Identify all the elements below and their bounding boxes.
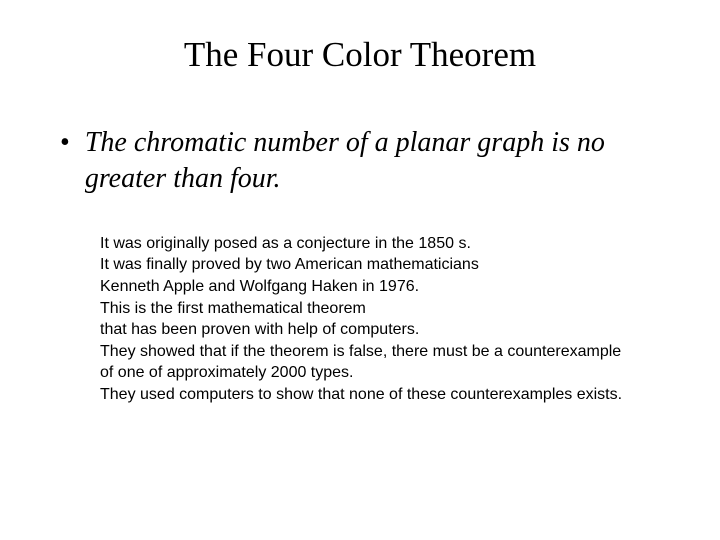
body-line: It was finally proved by two American ma… — [100, 254, 670, 276]
theorem-bullet: • The chromatic number of a planar graph… — [50, 125, 670, 198]
body-line: Kenneth Apple and Wolfgang Haken in 1976… — [100, 276, 670, 298]
body-line: They showed that if the theorem is false… — [100, 341, 670, 363]
body-line: This is the first mathematical theorem — [100, 298, 670, 320]
theorem-statement: The chromatic number of a planar graph i… — [85, 125, 670, 198]
body-line: It was originally posed as a conjecture … — [100, 233, 670, 255]
body-line: They used computers to show that none of… — [100, 384, 670, 406]
bullet-marker: • — [60, 125, 70, 161]
body-line: that has been proven with help of comput… — [100, 319, 670, 341]
body-line: of one of approximately 2000 types. — [100, 362, 670, 384]
slide-title: The Four Color Theorem — [50, 35, 670, 75]
body-text-block: It was originally posed as a conjecture … — [50, 233, 670, 406]
